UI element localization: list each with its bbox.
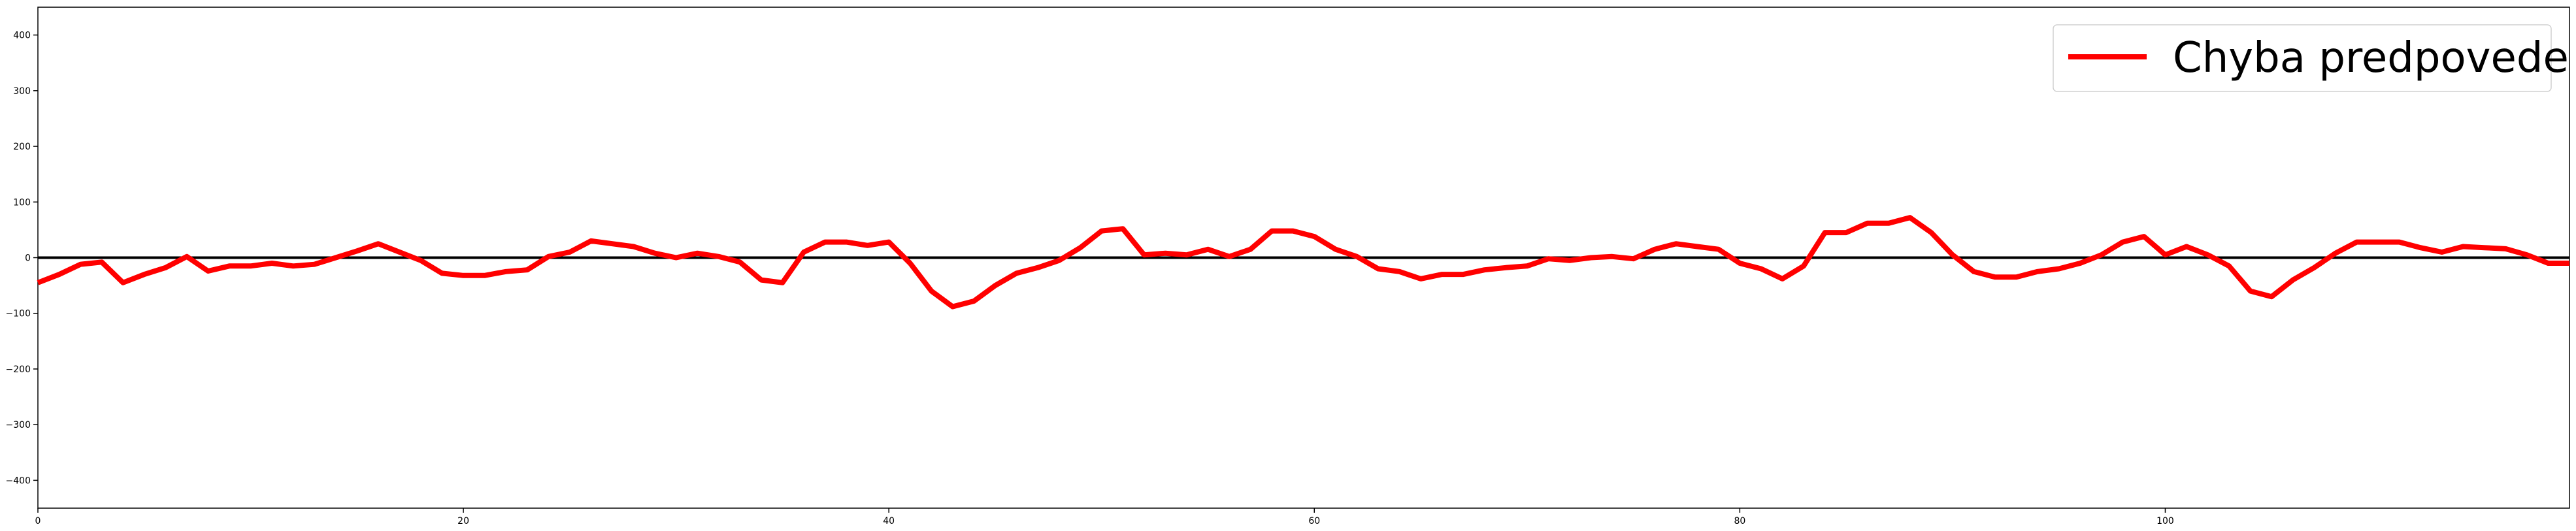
legend: Chyba predpovede xyxy=(2053,24,2569,92)
series-group xyxy=(37,215,2569,310)
y-tick-label: −200 xyxy=(6,364,31,375)
y-tick-label: −400 xyxy=(6,475,31,486)
x-tick-label: 60 xyxy=(1308,516,1320,526)
y-tick-label: −300 xyxy=(6,420,31,430)
legend-box xyxy=(2053,24,2552,92)
x-tick-label: 80 xyxy=(1734,516,1745,526)
y-tick-label: 0 xyxy=(25,253,31,264)
y-tick-label: 300 xyxy=(13,86,31,97)
x-tick-label: 40 xyxy=(883,516,895,526)
y-axis-ticks: −400 −300 −200 −100 0 100 200 300 400 xyxy=(6,31,38,486)
y-tick-label: 200 xyxy=(13,142,31,152)
x-axis-ticks: 0 20 40 60 80 100 xyxy=(35,508,2174,526)
x-tick-label: 0 xyxy=(35,516,41,526)
x-tick-label: 20 xyxy=(457,516,469,526)
y-tick-label: 400 xyxy=(13,31,31,41)
x-tick-label: 100 xyxy=(2156,516,2174,526)
y-tick-label: −100 xyxy=(6,309,31,319)
y-tick-label: 100 xyxy=(13,197,31,208)
series-line xyxy=(37,215,2569,310)
legend-label: Chyba predpovede xyxy=(2173,34,2569,82)
